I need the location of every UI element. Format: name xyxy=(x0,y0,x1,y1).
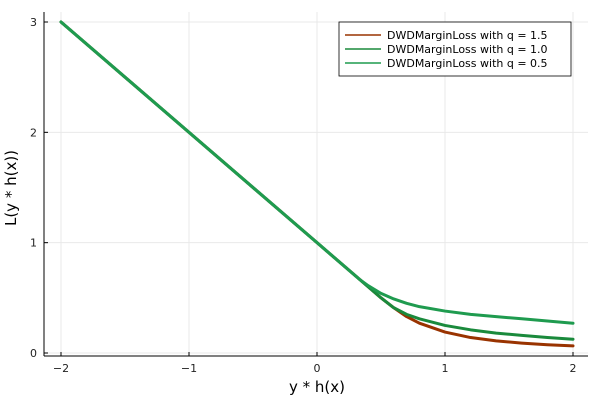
y-tick-label: 2 xyxy=(30,126,37,139)
series-line-3 xyxy=(59,20,575,325)
legend-entry: DWDMarginLoss with q = 1.0 xyxy=(387,43,548,56)
series-lines xyxy=(59,20,575,348)
y-tick-label: 1 xyxy=(30,237,37,250)
x-tick-label: −1 xyxy=(181,362,197,375)
axes xyxy=(43,12,588,357)
legend-entry: DWDMarginLoss with q = 0.5 xyxy=(387,57,548,70)
x-tick-label: 2 xyxy=(570,362,577,375)
x-tick-label: −2 xyxy=(53,362,69,375)
y-tick-label: 3 xyxy=(30,16,37,29)
x-tick-label: 1 xyxy=(442,362,449,375)
tick-labels: −2 −1 0 1 2 0 1 2 3 xyxy=(30,16,577,375)
x-tick-label: 0 xyxy=(314,362,321,375)
y-axis-label: L(y * h(x)) xyxy=(2,150,20,226)
legend-entry: DWDMarginLoss with q = 1.5 xyxy=(387,29,548,42)
x-axis-label: y * h(x) xyxy=(289,378,345,396)
y-tick-label: 0 xyxy=(30,347,37,360)
legend: DWDMarginLoss with q = 1.5DWDMarginLoss … xyxy=(338,21,572,77)
